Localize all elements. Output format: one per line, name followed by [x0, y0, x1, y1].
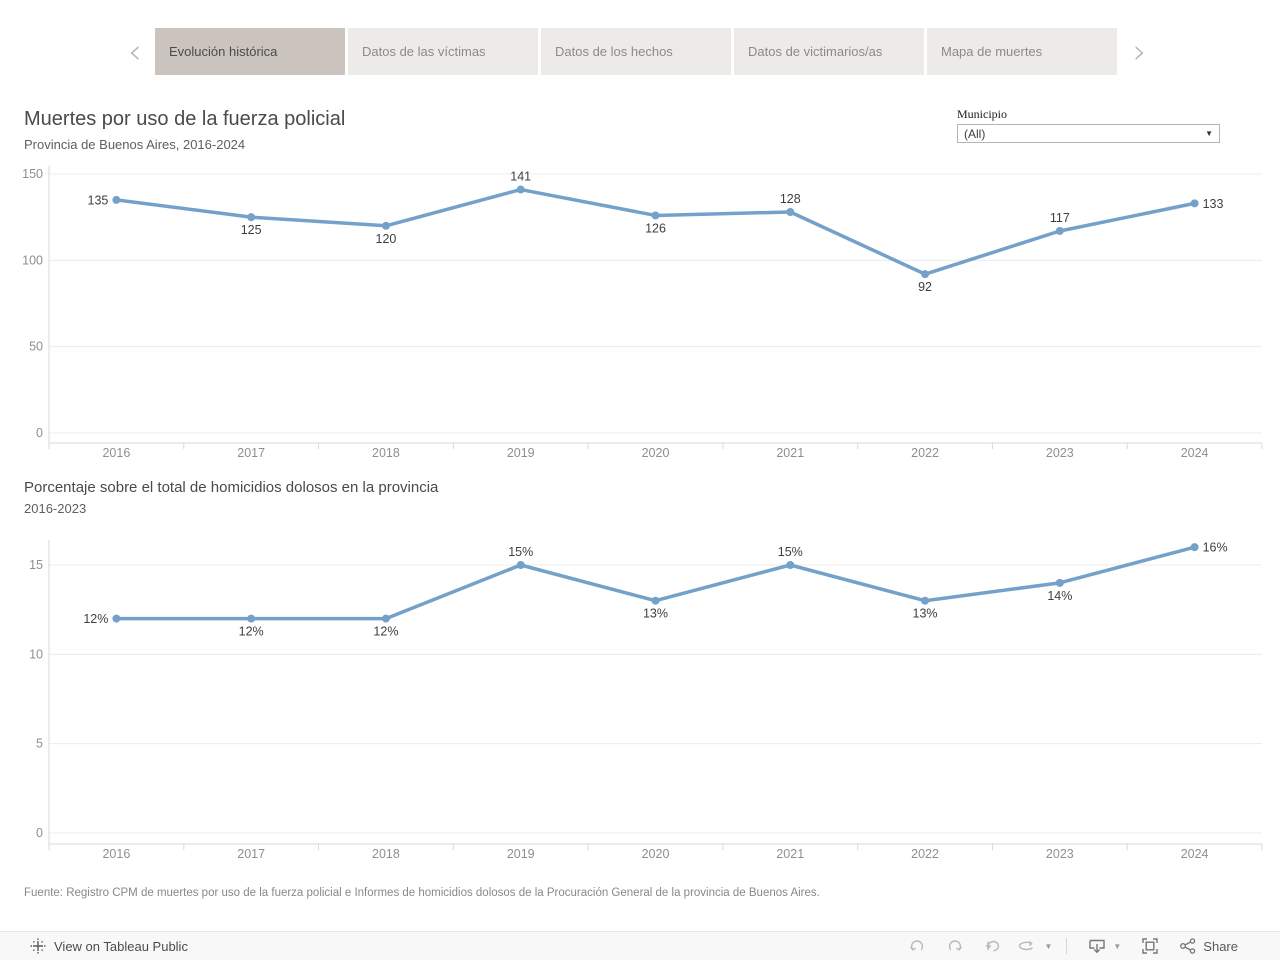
svg-text:135: 135 — [88, 193, 109, 207]
reset-button[interactable] — [974, 938, 1012, 954]
svg-text:117: 117 — [1050, 211, 1070, 225]
municipio-filter-dropdown[interactable]: (All) ▼ — [957, 124, 1220, 143]
svg-text:2017: 2017 — [237, 446, 265, 460]
caret-down-icon: ▼ — [1044, 941, 1053, 951]
dropdown-caret-icon: ▼ — [1205, 129, 1213, 138]
tab-bar: Evolución histórica Datos de las víctima… — [155, 28, 1120, 75]
svg-text:2023: 2023 — [1046, 446, 1074, 460]
svg-text:2016: 2016 — [102, 847, 130, 861]
tab-evolucion-historica[interactable]: Evolución histórica — [155, 28, 345, 75]
page-subtitle: Provincia de Buenos Aires, 2016-2024 — [24, 137, 246, 152]
download-caret-icon: ▼ — [1113, 941, 1122, 951]
refresh-icon — [1019, 940, 1034, 951]
svg-text:13%: 13% — [643, 607, 668, 621]
svg-text:12%: 12% — [373, 625, 398, 639]
download-button[interactable]: ▼ — [1077, 937, 1131, 955]
deaths-line-chart[interactable]: 0 50 100 150 2016 2017 2018 2019 2020 2021 2022 202… — [0, 160, 1280, 470]
svg-text:14%: 14% — [1047, 589, 1072, 603]
municipio-filter-label: Municipio — [957, 107, 1007, 121]
tab-datos-victimarios[interactable]: Datos de victimarios/as — [734, 28, 924, 75]
svg-text:16%: 16% — [1203, 541, 1228, 555]
svg-text:2024: 2024 — [1181, 847, 1209, 861]
source-note: Fuente: Registro CPM de muertes por uso … — [24, 887, 820, 899]
svg-text:5: 5 — [36, 737, 43, 751]
svg-text:92: 92 — [918, 280, 932, 294]
svg-text:13%: 13% — [913, 607, 938, 621]
svg-text:10: 10 — [29, 647, 43, 661]
svg-text:2019: 2019 — [507, 446, 535, 460]
svg-text:100: 100 — [22, 253, 43, 267]
tabs-prev-chevron-icon[interactable]: ‹ — [128, 32, 142, 72]
redo-button[interactable] — [936, 938, 974, 954]
svg-text:12%: 12% — [239, 625, 264, 639]
svg-text:133: 133 — [1203, 197, 1224, 211]
tab-mapa-muertes[interactable]: Mapa de muertes — [927, 28, 1117, 75]
undo-button[interactable] — [898, 938, 936, 954]
municipio-filter-value: (All) — [964, 126, 986, 141]
tab-datos-hechos[interactable]: Datos de los hechos — [541, 28, 731, 75]
svg-text:2022: 2022 — [911, 847, 939, 861]
svg-text:128: 128 — [780, 192, 801, 206]
toolbar-divider — [1066, 938, 1068, 954]
svg-text:15: 15 — [29, 558, 43, 572]
view-on-tableau-public-link[interactable]: View on Tableau Public — [30, 938, 188, 954]
tableau-status-bar: View on Tableau Public — [0, 931, 1280, 960]
svg-text:2024: 2024 — [1181, 446, 1209, 460]
percentage-chart-title: Porcentaje sobre el total de homicidios … — [24, 479, 439, 496]
svg-text:2021: 2021 — [776, 446, 804, 460]
refresh-options-button[interactable]: ▼ — [1040, 942, 1056, 951]
svg-text:2016: 2016 — [102, 446, 130, 460]
toolbar-buttons: ▼ ▼ Share — [898, 937, 1248, 955]
svg-text:15%: 15% — [778, 545, 803, 559]
svg-text:2022: 2022 — [911, 446, 939, 460]
download-icon — [1089, 939, 1106, 954]
svg-text:125: 125 — [241, 223, 262, 237]
svg-text:2020: 2020 — [642, 446, 670, 460]
svg-text:12%: 12% — [83, 612, 108, 626]
svg-text:2021: 2021 — [776, 847, 804, 861]
fullscreen-button[interactable] — [1131, 937, 1169, 955]
percentage-line-chart[interactable]: 0 5 10 15 2016 2017 2018 2019 2020 2021 2022 2023 20… — [0, 535, 1280, 880]
redo-icon — [949, 940, 963, 951]
svg-text:0: 0 — [36, 826, 43, 840]
svg-text:2019: 2019 — [507, 847, 535, 861]
svg-text:2018: 2018 — [372, 446, 400, 460]
share-label: Share — [1203, 938, 1238, 954]
svg-text:15%: 15% — [508, 545, 533, 559]
view-on-tableau-public-label: View on Tableau Public — [54, 938, 188, 954]
share-button[interactable]: Share — [1169, 937, 1248, 955]
tableau-logo-icon — [30, 938, 46, 954]
svg-text:2017: 2017 — [237, 847, 265, 861]
svg-text:50: 50 — [29, 340, 43, 354]
refresh-button[interactable] — [1012, 938, 1040, 954]
page-title: Muertes por uso de la fuerza policial — [24, 108, 346, 130]
svg-text:2020: 2020 — [642, 847, 670, 861]
undo-icon — [910, 940, 924, 951]
reset-icon — [986, 940, 1000, 952]
percentage-chart-subtitle: 2016-2023 — [24, 501, 87, 516]
tab-datos-victimas[interactable]: Datos de las víctimas — [348, 28, 538, 75]
svg-text:141: 141 — [510, 170, 531, 184]
svg-text:2018: 2018 — [372, 847, 400, 861]
fullscreen-icon — [1142, 938, 1158, 954]
svg-text:120: 120 — [376, 232, 397, 246]
svg-text:2023: 2023 — [1046, 847, 1074, 861]
svg-text:0: 0 — [36, 426, 43, 440]
svg-text:126: 126 — [645, 221, 666, 235]
share-icon — [1180, 938, 1196, 954]
tabs-next-chevron-icon[interactable]: › — [1133, 32, 1147, 72]
svg-text:150: 150 — [22, 167, 43, 181]
